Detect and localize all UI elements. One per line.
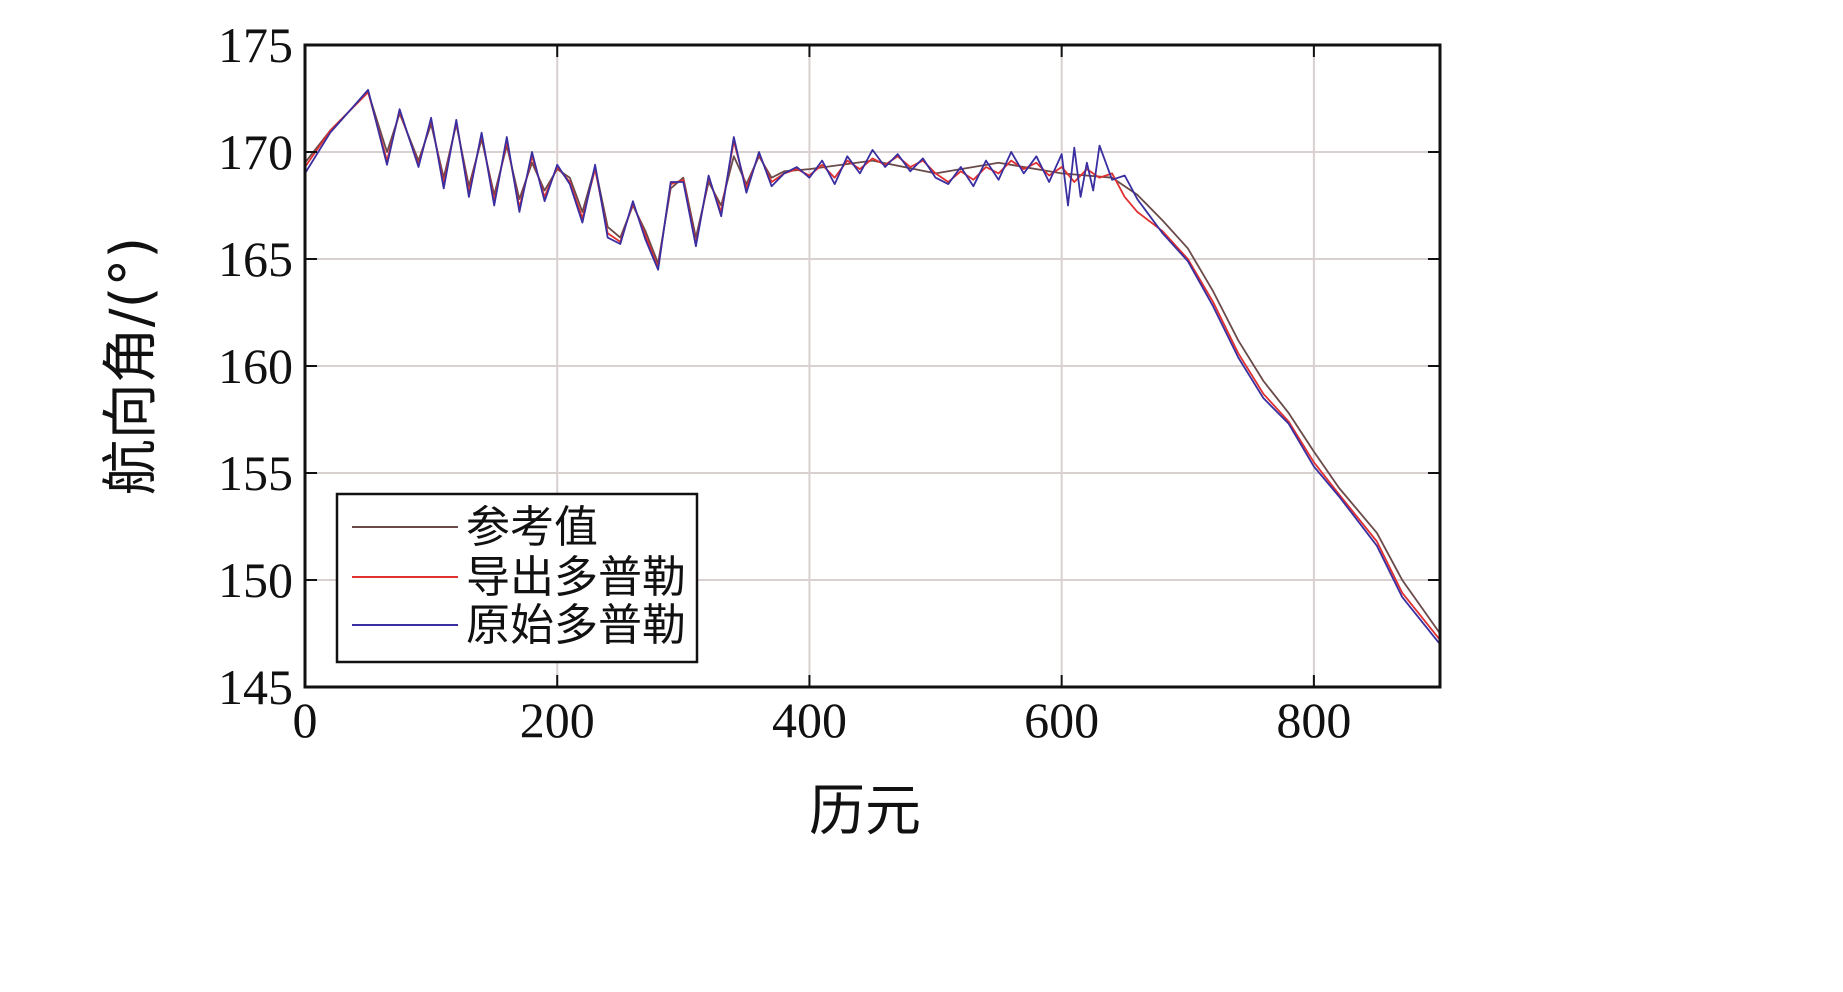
y-tick-label: 170 <box>218 124 293 180</box>
grid <box>305 45 1440 687</box>
legend-label-raw-doppler: 原始多普勒 <box>466 600 686 651</box>
y-tick-label: 155 <box>218 445 293 501</box>
y-tick-label: 165 <box>218 231 293 287</box>
x-tick-label: 200 <box>520 692 595 748</box>
legend-label-reference: 参考值 <box>466 502 598 553</box>
x-tick-label: 600 <box>1024 692 1099 748</box>
y-axis-title: 航向角/(°) <box>99 237 164 496</box>
ticks: 0 200 400 600 800 145 150 155 160 165 170 175 <box>218 17 1440 748</box>
series-layer <box>304 89 1441 645</box>
raw-doppler-series-line <box>304 89 1441 645</box>
legend: 参考值 导出多普勒 原始多普勒 <box>335 492 699 664</box>
x-axis-title: 历元 <box>809 779 921 844</box>
y-tick-label: 150 <box>218 552 293 608</box>
y-tick-label: 145 <box>218 659 293 715</box>
x-tick-label: 0 <box>293 692 318 748</box>
legend-label-derived-doppler: 导出多普勒 <box>466 552 686 603</box>
plot-frame <box>303 43 1442 689</box>
y-tick-label: 175 <box>218 17 293 73</box>
x-tick-label: 400 <box>772 692 847 748</box>
x-tick-label: 800 <box>1276 692 1351 748</box>
y-tick-label: 160 <box>218 338 293 394</box>
